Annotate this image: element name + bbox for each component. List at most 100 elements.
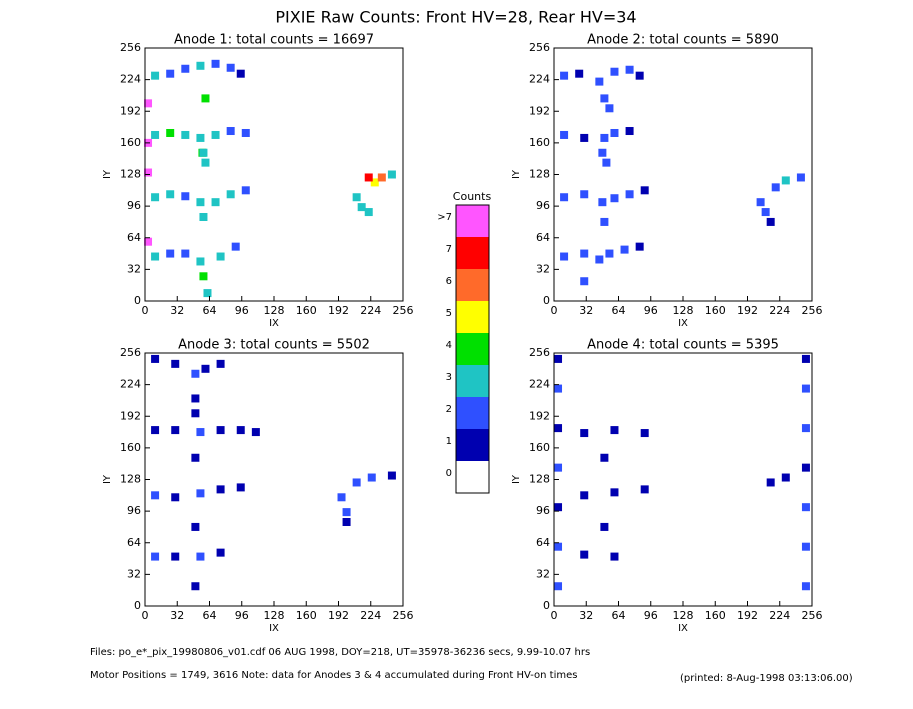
count-cell	[241, 128, 250, 137]
count-cell	[236, 483, 245, 492]
x-tick-label: 256	[393, 609, 414, 622]
count-cell	[771, 183, 780, 192]
count-cell	[377, 173, 386, 182]
count-cell	[620, 245, 629, 254]
x-tick-label: 224	[769, 609, 790, 622]
count-cell	[199, 272, 208, 281]
y-axis-label: IY	[102, 474, 113, 484]
count-cell	[216, 359, 225, 368]
count-cell	[560, 252, 569, 261]
y-tick-label: 128	[120, 168, 141, 181]
colorbar-label: 5	[446, 308, 452, 319]
x-tick-label: 0	[142, 609, 149, 622]
x-tick-label: 160	[705, 609, 726, 622]
x-tick-label: 128	[264, 609, 285, 622]
count-cell	[236, 426, 245, 435]
y-tick-label: 160	[120, 136, 141, 149]
count-cell	[580, 133, 589, 142]
count-cell	[580, 277, 589, 286]
x-tick-label: 128	[264, 304, 285, 317]
count-cell	[761, 208, 770, 217]
y-axis-label: IY	[511, 474, 522, 484]
y-tick-label: 256	[529, 346, 550, 359]
y-tick-label: 96	[536, 504, 550, 517]
x-tick-label: 32	[170, 304, 184, 317]
count-cell	[801, 542, 810, 551]
x-tick-label: 0	[142, 304, 149, 317]
count-cell	[144, 99, 153, 108]
count-cell	[171, 426, 180, 435]
count-cell	[580, 429, 589, 438]
count-cell	[236, 69, 245, 78]
x-axis-label: IX	[678, 318, 688, 329]
y-tick-label: 64	[536, 231, 550, 244]
x-tick-label: 224	[769, 304, 790, 317]
count-cell	[196, 257, 205, 266]
count-cell	[199, 148, 208, 157]
colorbar-swatch	[456, 237, 489, 269]
figure-title: PIXIE Raw Counts: Front HV=28, Rear HV=3…	[275, 8, 636, 27]
colorbar-swatch	[456, 333, 489, 365]
count-cell	[625, 190, 634, 199]
count-cell	[144, 237, 153, 246]
count-cell	[625, 65, 634, 74]
y-tick-label: 128	[120, 473, 141, 486]
colorbar-label: 7	[446, 244, 452, 255]
count-cell	[387, 471, 396, 480]
x-tick-label: 32	[579, 304, 593, 317]
y-tick-label: 192	[529, 104, 550, 117]
count-cell	[166, 249, 175, 258]
y-tick-label: 256	[529, 41, 550, 54]
y-tick-label: 0	[134, 294, 141, 307]
y-tick-label: 128	[529, 473, 550, 486]
y-tick-label: 192	[529, 409, 550, 422]
x-tick-label: 0	[551, 304, 558, 317]
count-cell	[610, 194, 619, 203]
count-cell	[166, 69, 175, 78]
count-cell	[554, 582, 563, 591]
count-cell	[801, 384, 810, 393]
count-cell	[151, 193, 160, 202]
x-tick-label: 224	[360, 609, 381, 622]
count-cell	[640, 429, 649, 438]
x-axis-label: IX	[678, 623, 688, 634]
count-cell	[216, 426, 225, 435]
colorbar-label: >7	[437, 212, 452, 223]
plot-frame	[144, 352, 404, 607]
count-cell	[151, 252, 160, 261]
count-cell	[196, 489, 205, 498]
count-cell	[781, 176, 790, 185]
count-cell	[554, 463, 563, 472]
x-tick-label: 160	[296, 304, 317, 317]
count-cell	[602, 158, 611, 167]
y-tick-label: 160	[529, 136, 550, 149]
count-cell	[801, 582, 810, 591]
x-tick-label: 128	[673, 609, 694, 622]
x-tick-label: 32	[170, 609, 184, 622]
count-cell	[337, 493, 346, 502]
count-cell	[181, 249, 190, 258]
x-tick-label: 192	[737, 609, 758, 622]
count-cell	[191, 369, 200, 378]
count-cell	[575, 69, 584, 78]
panel-title: Anode 4: total counts = 5395	[587, 338, 779, 353]
y-tick-label: 96	[536, 199, 550, 212]
y-tick-label: 32	[536, 567, 550, 580]
y-tick-label: 192	[120, 409, 141, 422]
x-tick-label: 0	[551, 609, 558, 622]
colorbar-swatch	[456, 429, 489, 461]
count-cell	[370, 178, 379, 187]
count-cell	[766, 478, 775, 487]
y-tick-label: 64	[127, 231, 141, 244]
y-tick-label: 192	[120, 104, 141, 117]
x-tick-label: 256	[802, 609, 823, 622]
count-cell	[216, 252, 225, 261]
x-axis-label: IX	[269, 318, 279, 329]
count-cell	[191, 453, 200, 462]
count-cell	[201, 94, 210, 103]
count-cell	[226, 190, 235, 199]
y-tick-label: 96	[127, 504, 141, 517]
colorbar-label: 2	[446, 404, 452, 415]
count-cell	[357, 203, 366, 212]
count-cell	[171, 552, 180, 561]
